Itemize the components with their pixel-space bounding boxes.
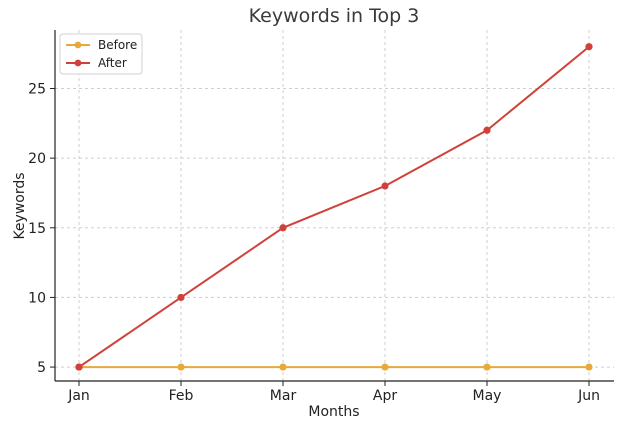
y-ticks: 5 10 15 20 25 [28, 82, 55, 376]
data-point [381, 182, 389, 190]
series-after [75, 43, 593, 371]
y-tick-label: 25 [28, 82, 46, 98]
data-point [177, 363, 185, 371]
y-tick-label: 10 [28, 290, 46, 306]
axes [54, 30, 614, 382]
x-axis-label: Months [308, 404, 359, 420]
series-layer [75, 43, 593, 371]
x-tick-label: Mar [270, 388, 297, 404]
data-point [483, 363, 491, 371]
legend-label: Before [98, 38, 137, 52]
y-tick-label: 15 [28, 221, 46, 237]
x-ticks: Jan Feb Mar Apr May Jun [67, 381, 600, 404]
x-tick-label: Jun [577, 388, 600, 404]
x-tick-label: Apr [373, 388, 397, 404]
series-line [78, 45, 590, 368]
data-point [381, 363, 389, 371]
series-before [75, 363, 593, 371]
data-point [279, 224, 287, 232]
legend-item-after: After [66, 56, 127, 70]
data-point [177, 293, 185, 302]
grid [55, 30, 614, 381]
legend-item-before: Before [66, 38, 137, 52]
data-point [483, 126, 491, 134]
y-axis-label: Keywords [12, 172, 28, 239]
x-tick-label: Feb [169, 388, 194, 404]
data-point [279, 363, 287, 371]
y-tick-label: 20 [28, 151, 46, 167]
y-tick-label: 5 [37, 360, 46, 376]
legend-swatch-marker [74, 59, 82, 67]
legend: Before After [59, 33, 143, 75]
legend-swatch-marker [74, 41, 82, 49]
data-point [585, 363, 593, 371]
x-tick-label: Jan [67, 388, 90, 404]
chart-title: Keywords in Top 3 [249, 5, 420, 27]
legend-label: After [98, 56, 127, 70]
data-point [75, 363, 83, 371]
data-point [585, 43, 593, 51]
x-tick-label: May [473, 388, 502, 404]
